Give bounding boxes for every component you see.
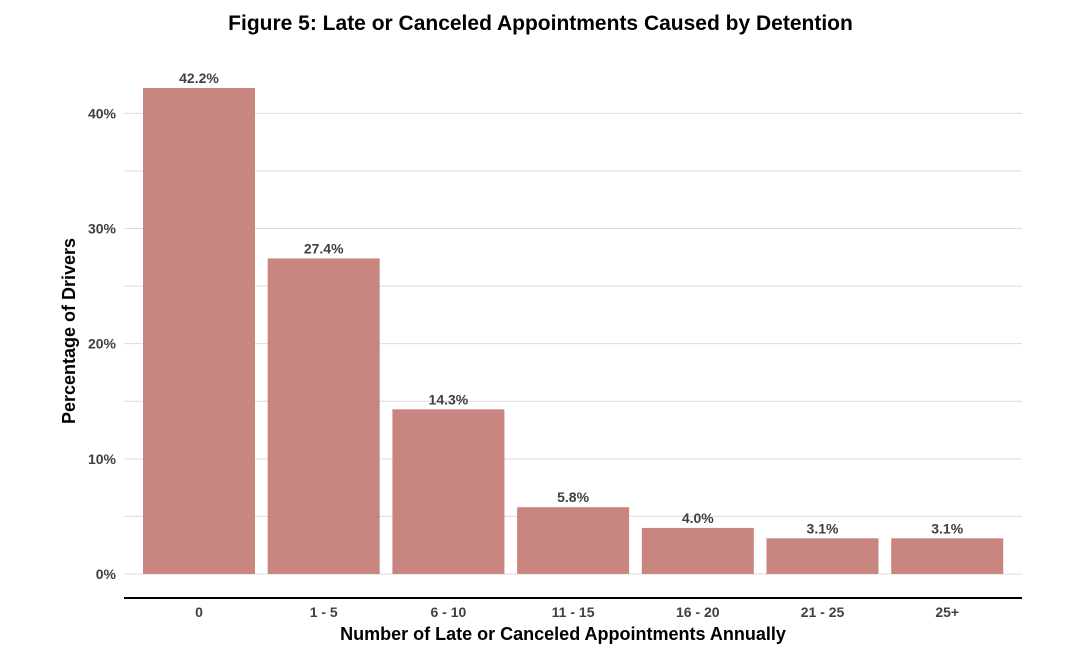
y-axis-title: Percentage of Drivers (59, 238, 79, 424)
y-axis-ticks: 0% 10% 20% 30% 40% (88, 105, 117, 582)
x-tick-label: 16 - 20 (676, 604, 720, 620)
x-tick-label: 25+ (935, 604, 959, 620)
y-tick-label: 30% (88, 221, 117, 237)
x-axis-ticks: 0 1 - 5 6 - 10 11 - 15 16 - 20 21 - 25 25+ (195, 604, 959, 620)
data-labels: 42.2% 27.4% 14.3% 5.8% 4.0% 3.1% 3.1% (179, 70, 964, 536)
x-tick-label: 0 (195, 604, 203, 620)
x-axis-title: Number of Late or Canceled Appointments … (340, 624, 786, 644)
x-tick-label: 21 - 25 (801, 604, 845, 620)
y-tick-label: 40% (88, 105, 117, 121)
data-label: 14.3% (429, 391, 469, 407)
bar (766, 538, 879, 574)
bar (392, 409, 505, 574)
bar (891, 538, 1004, 574)
data-label: 42.2% (179, 70, 219, 86)
data-label: 4.0% (682, 510, 714, 526)
chart-title: Figure 5: Late or Canceled Appointments … (228, 12, 853, 35)
bar (267, 258, 380, 574)
y-tick-label: 0% (96, 566, 117, 582)
data-label: 3.1% (931, 520, 963, 536)
x-tick-label: 11 - 15 (552, 604, 595, 620)
bar (143, 88, 255, 574)
data-label: 3.1% (807, 520, 839, 536)
bars (143, 88, 1004, 574)
x-tick-label: 6 - 10 (430, 604, 466, 620)
data-label: 5.8% (557, 489, 589, 505)
data-label: 27.4% (304, 240, 344, 256)
y-tick-label: 20% (88, 336, 117, 352)
x-tick-label: 1 - 5 (310, 604, 338, 620)
y-tick-label: 10% (88, 451, 117, 467)
bar (517, 507, 630, 574)
bar (641, 527, 754, 574)
